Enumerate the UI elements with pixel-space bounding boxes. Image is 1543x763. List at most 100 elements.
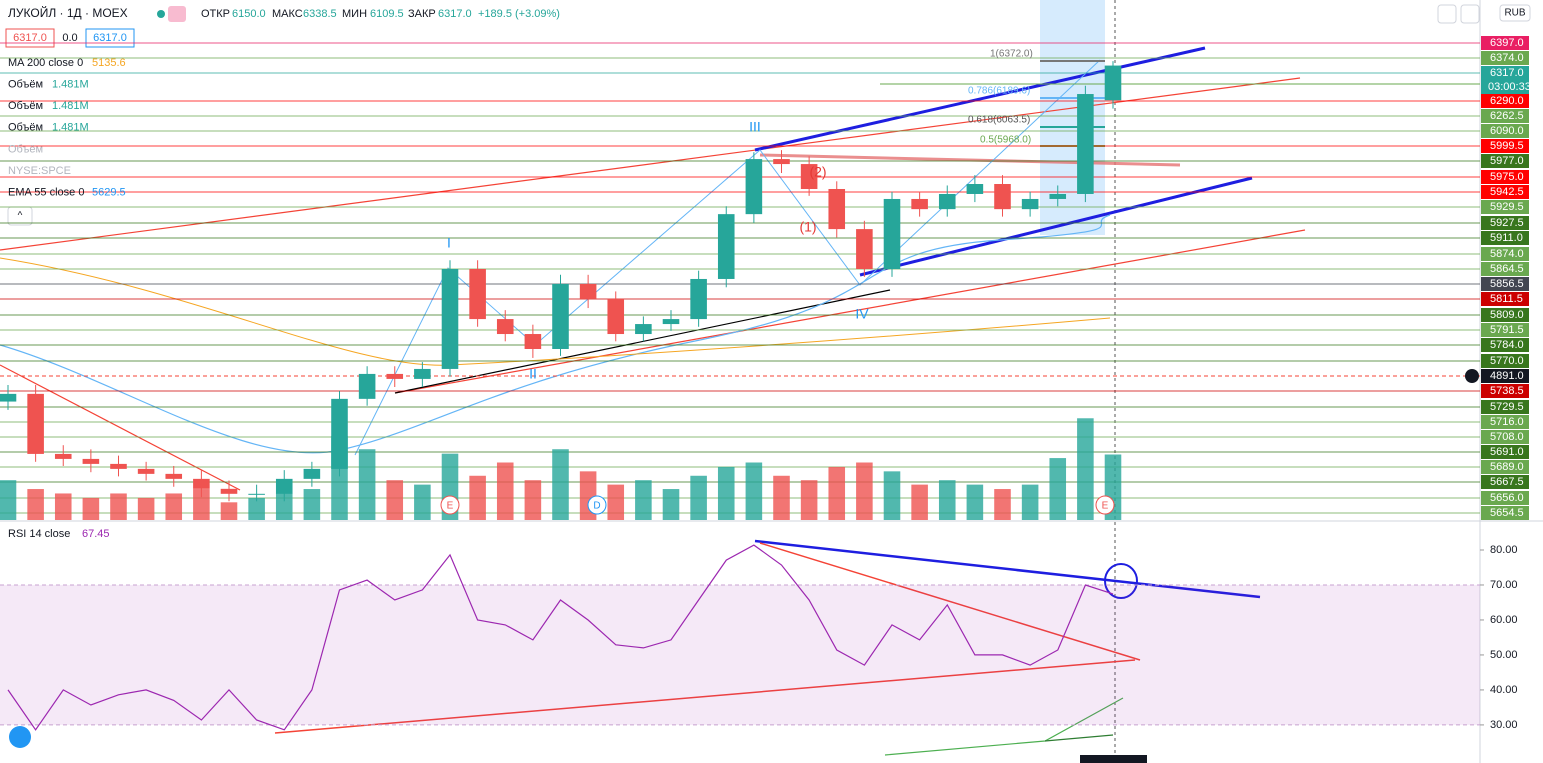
volume-bar: [386, 480, 404, 520]
candle-body: [1104, 65, 1122, 101]
volume-bar: [358, 449, 376, 520]
high-label: МАКС: [272, 8, 303, 20]
volume-bar: [137, 497, 155, 520]
y-tick-label: 70.00: [1490, 579, 1518, 591]
candle-body: [27, 393, 44, 454]
candle-body: [690, 278, 707, 320]
rsi-trend-line: [274, 659, 1136, 734]
level-label: 5911.0: [1490, 232, 1523, 244]
candle-body: [994, 184, 1011, 210]
level-label-box: [1481, 124, 1529, 138]
wave-label: III: [749, 119, 761, 135]
rsi-value: 67.45: [82, 528, 110, 540]
volume-bar: [966, 484, 984, 520]
level-label-box: [1481, 354, 1529, 368]
level-label: 5656.0: [1490, 492, 1524, 504]
y-tick-label: 40.00: [1490, 684, 1518, 696]
level-label: 5874.0: [1490, 248, 1524, 260]
level-label: 5708.0: [1490, 431, 1524, 443]
button[interactable]: [1437, 4, 1457, 24]
volume-bar: [828, 466, 846, 520]
level-label: 5942.5: [1490, 186, 1524, 198]
candle-body: [607, 298, 625, 335]
level-label: 6317.0: [1490, 67, 1524, 79]
volume-bar: [607, 484, 625, 520]
level-label-box: [1481, 139, 1529, 153]
trend-line: [859, 176, 1253, 277]
candle-body: [496, 319, 514, 335]
level-label: 5809.0: [1490, 309, 1524, 321]
level-label-box: [1481, 475, 1529, 489]
wave-label: IV: [855, 306, 869, 322]
y-tick-label: 50.00: [1490, 649, 1518, 661]
candle-body: [1077, 94, 1094, 194]
level-label: 5811.5: [1490, 293, 1523, 305]
wave-label: I: [447, 235, 451, 251]
wave-label: (2): [809, 164, 826, 180]
level-label: 4891.0: [1490, 370, 1524, 382]
candle-body: [386, 373, 404, 379]
level-label: 5856.5: [1490, 278, 1524, 290]
legend-name: MA 200 close 0: [8, 57, 83, 69]
volume-bar: [1077, 418, 1094, 520]
fib-label: 0.786(6189.6): [968, 86, 1030, 97]
candle-body: [82, 458, 100, 464]
level-label-box: [1481, 400, 1529, 414]
candle-body: [745, 159, 763, 215]
candle-body: [938, 193, 956, 210]
candle-body: [469, 268, 486, 320]
badge-text: 0.0: [62, 32, 77, 44]
wave-label: (1): [799, 219, 816, 235]
button[interactable]: [1460, 4, 1480, 24]
candle-body: [248, 493, 265, 495]
legend-value: 1.481M: [52, 100, 89, 112]
fib-label: 0.5(5968.0): [980, 135, 1031, 146]
candle-body: [303, 468, 321, 479]
open-label: ОТКР: [201, 8, 230, 20]
candle-body: [828, 188, 846, 230]
volume-bar: [0, 480, 17, 520]
volume-bar: [469, 475, 486, 520]
level-label-box: [1481, 277, 1529, 291]
y-tick-label: 60.00: [1490, 614, 1518, 626]
level-label-box: [1481, 36, 1529, 50]
event-marker: [440, 495, 460, 515]
level-label: 5738.5: [1490, 385, 1524, 397]
candle-body: [883, 198, 901, 269]
countdown: 03:00:33: [1488, 81, 1531, 93]
candle-body: [1021, 198, 1039, 210]
volume-bar: [275, 493, 293, 520]
event-label: D: [593, 501, 600, 512]
volume-bar: [773, 475, 790, 520]
level-label-box: [1481, 460, 1529, 474]
level-label: 5975.0: [1490, 171, 1524, 183]
level-label: 6290.0: [1490, 95, 1524, 107]
legend-name: Объём: [8, 100, 43, 112]
volume-bar: [938, 480, 956, 520]
volume-bar: [856, 462, 873, 520]
legend-value: 5135.6: [92, 57, 126, 69]
volume-bar: [883, 471, 901, 520]
close-label: ЗАКР: [408, 8, 436, 20]
volume-bar: [414, 484, 431, 520]
level-label: 5977.0: [1490, 155, 1524, 167]
candle-body: [911, 198, 928, 210]
rsi-name: RSI 14 close: [8, 528, 70, 540]
volume-bar: [1049, 458, 1067, 520]
candle-body: [662, 319, 680, 325]
level-label-box: [1481, 170, 1529, 184]
volume-bar: [800, 480, 818, 520]
chart-title: ЛУКОЙЛ · 1Д · MOEX: [8, 5, 128, 20]
volume-bar: [745, 462, 763, 520]
volume-bar: [635, 480, 652, 520]
change-value: +189.5 (+3.09%): [478, 8, 560, 20]
level-label-box: [1481, 415, 1529, 429]
open-value: 6150.0: [232, 8, 266, 20]
level-label-box: [1481, 247, 1529, 261]
volume-bar: [496, 462, 514, 520]
add-button[interactable]: [1465, 369, 1479, 383]
legend-name: Объём: [8, 79, 43, 91]
level-label-box: [1481, 109, 1529, 123]
low-value: 6109.5: [370, 8, 404, 20]
